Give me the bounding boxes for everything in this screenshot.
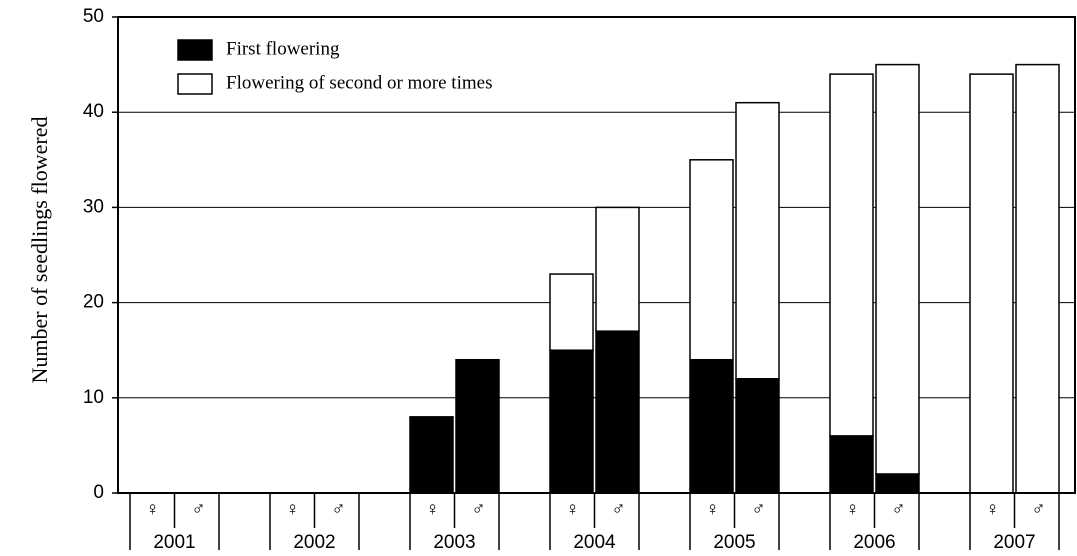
x-tick-label: ♂	[331, 499, 345, 520]
bar-segment	[409, 416, 454, 494]
x-tick-label: ♀	[425, 499, 439, 520]
x-tick-label: ♀	[985, 499, 999, 520]
legend-swatch	[177, 39, 213, 61]
bar-segment	[595, 206, 640, 332]
legend-label: Flowering of second or more times	[226, 72, 492, 93]
plot-frame	[117, 16, 1076, 494]
x-tick-label: ♂	[891, 499, 905, 520]
y-tick-label: 20	[83, 292, 104, 313]
x-tick-label: ♂	[191, 499, 205, 520]
x-tick-label: ♂	[471, 499, 485, 520]
x-tick-label: ♂	[751, 499, 765, 520]
bar-segment	[689, 358, 734, 494]
y-tick-label: 40	[83, 101, 104, 122]
group-label: 2007	[993, 532, 1035, 553]
y-tick-label: 10	[83, 387, 104, 408]
group-label: 2004	[573, 532, 616, 553]
bar-segment	[1015, 63, 1060, 494]
bar-segment	[875, 63, 920, 475]
bar-segment	[455, 358, 500, 494]
bar-segment	[969, 73, 1014, 494]
bar-segment	[549, 349, 594, 494]
x-tick-label: ♂	[1031, 499, 1045, 520]
legend-label: First flowering	[226, 38, 340, 59]
bar-segment	[829, 73, 874, 437]
y-tick-label: 30	[83, 196, 104, 217]
x-tick-label: ♀	[565, 499, 579, 520]
bar-segment	[875, 473, 920, 494]
y-tick-label: 50	[83, 6, 104, 27]
x-tick-label: ♂	[611, 499, 625, 520]
bar-segment	[735, 378, 780, 494]
x-tick-label: ♀	[145, 499, 159, 520]
bar-segment	[595, 330, 640, 494]
bar-segment	[689, 159, 734, 361]
bar-segment	[735, 101, 780, 380]
y-axis-label: Number of seedlings flowered	[27, 117, 52, 384]
x-tick-label: ♀	[845, 499, 859, 520]
group-label: 2006	[853, 532, 895, 553]
group-label: 2003	[433, 532, 475, 553]
bar-segment	[829, 435, 874, 494]
y-tick-label: 0	[93, 482, 104, 503]
group-label: 2002	[293, 532, 335, 553]
x-tick-label: ♀	[285, 499, 299, 520]
group-label: 2001	[153, 532, 195, 553]
bar-segment	[549, 273, 594, 351]
group-label: 2005	[713, 532, 755, 553]
x-tick-label: ♀	[705, 499, 719, 520]
legend-swatch	[177, 73, 213, 95]
